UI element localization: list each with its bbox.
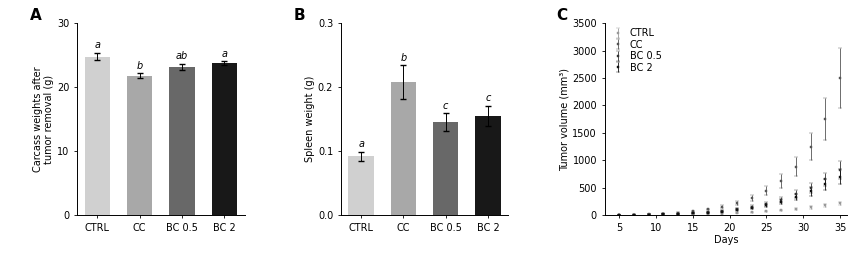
Legend: CTRL, CC, BC 0.5, BC 2: CTRL, CC, BC 0.5, BC 2 [605, 24, 666, 76]
Bar [348, 156, 374, 215]
Bar [169, 67, 194, 215]
Bar [211, 63, 237, 215]
Bar [390, 82, 416, 215]
Y-axis label: Spleen weight (g): Spleen weight (g) [305, 76, 315, 162]
Text: A: A [30, 8, 42, 23]
Text: a: a [358, 139, 364, 149]
Bar [433, 122, 459, 215]
Bar [85, 56, 110, 215]
Y-axis label: Tumor volume (mm³): Tumor volume (mm³) [560, 68, 569, 171]
Text: a: a [221, 49, 227, 59]
Text: b: b [136, 61, 143, 71]
Text: c: c [485, 93, 490, 103]
Text: b: b [401, 53, 407, 63]
Bar [127, 76, 152, 215]
Text: B: B [294, 8, 306, 23]
Y-axis label: Carcass weights after
tumor removal (g): Carcass weights after tumor removal (g) [33, 66, 54, 172]
Text: ab: ab [175, 51, 188, 61]
Text: C: C [556, 8, 568, 23]
Text: a: a [94, 40, 100, 51]
Text: c: c [443, 101, 449, 111]
X-axis label: Days: Days [714, 235, 738, 245]
Bar [475, 116, 501, 215]
